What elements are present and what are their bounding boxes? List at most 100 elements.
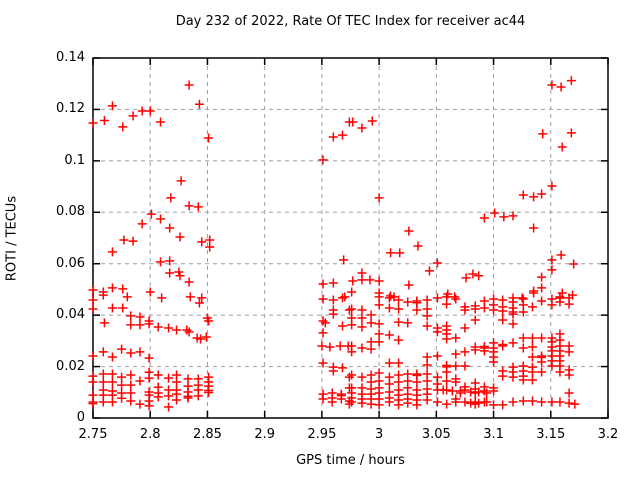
data-point bbox=[165, 223, 175, 233]
data-point bbox=[432, 258, 442, 268]
data-point bbox=[432, 397, 442, 407]
data-point bbox=[135, 399, 145, 409]
data-point bbox=[460, 361, 470, 371]
data-point bbox=[107, 247, 117, 257]
x-tick-label: 2.9 bbox=[254, 427, 275, 442]
data-point bbox=[144, 373, 154, 383]
data-point bbox=[537, 283, 547, 293]
data-point bbox=[176, 176, 186, 186]
data-point bbox=[135, 376, 145, 386]
data-point bbox=[404, 226, 414, 236]
data-point bbox=[489, 305, 499, 315]
data-point bbox=[537, 397, 547, 407]
data-point bbox=[374, 193, 384, 203]
y-tick-label: 0.08 bbox=[56, 204, 85, 220]
plot-border bbox=[92, 57, 609, 419]
data-point bbox=[384, 303, 394, 313]
data-point bbox=[424, 266, 434, 276]
data-point bbox=[348, 117, 358, 127]
data-point bbox=[547, 265, 557, 275]
data-point bbox=[327, 397, 337, 407]
data-point bbox=[117, 344, 127, 354]
data-point bbox=[451, 333, 461, 343]
data-point bbox=[518, 333, 528, 343]
data-point bbox=[555, 367, 565, 377]
data-point bbox=[318, 394, 328, 404]
data-point bbox=[394, 317, 404, 327]
x-tick-label: 3 bbox=[374, 427, 384, 442]
data-point bbox=[479, 397, 489, 407]
data-point bbox=[547, 80, 557, 90]
data-point bbox=[344, 305, 354, 315]
data-point bbox=[357, 398, 367, 408]
x-tick-label: 2.8 bbox=[139, 427, 161, 442]
data-point bbox=[157, 293, 167, 303]
data-point bbox=[117, 372, 127, 382]
data-point bbox=[564, 398, 574, 408]
data-point bbox=[374, 337, 384, 347]
data-point bbox=[412, 400, 422, 410]
data-point bbox=[166, 193, 176, 203]
data-point bbox=[451, 361, 461, 371]
data-point bbox=[527, 367, 537, 377]
data-point bbox=[395, 248, 405, 258]
data-point bbox=[489, 386, 499, 396]
data-point bbox=[474, 387, 484, 397]
data-point bbox=[498, 306, 508, 316]
data-point bbox=[317, 341, 327, 351]
data-point bbox=[144, 401, 154, 411]
data-point bbox=[126, 348, 136, 358]
data-point bbox=[118, 284, 128, 294]
data-point bbox=[422, 311, 432, 321]
data-point bbox=[412, 305, 422, 315]
data-point bbox=[460, 397, 470, 407]
data-point bbox=[547, 181, 557, 191]
data-point bbox=[374, 300, 384, 310]
x-tick-label: 3.2 bbox=[597, 427, 619, 442]
data-point bbox=[347, 304, 357, 314]
data-point bbox=[394, 304, 404, 314]
data-point bbox=[570, 399, 580, 409]
data-point bbox=[184, 80, 194, 90]
data-point bbox=[518, 343, 528, 353]
data-point bbox=[470, 304, 480, 314]
data-point bbox=[357, 305, 367, 315]
data-point bbox=[557, 142, 567, 152]
data-point bbox=[527, 375, 537, 385]
data-point bbox=[422, 376, 432, 386]
data-point bbox=[474, 271, 484, 281]
data-point bbox=[386, 248, 396, 258]
data-point bbox=[527, 352, 537, 362]
data-point bbox=[498, 400, 508, 410]
data-point bbox=[461, 273, 471, 283]
data-point bbox=[374, 292, 384, 302]
data-point bbox=[422, 295, 432, 305]
data-point bbox=[547, 300, 557, 310]
data-point bbox=[107, 303, 117, 313]
data-point bbox=[529, 223, 539, 233]
data-point bbox=[107, 101, 117, 111]
data-point bbox=[518, 396, 528, 406]
data-point bbox=[325, 342, 335, 352]
data-point bbox=[564, 370, 574, 380]
data-point bbox=[537, 296, 547, 306]
data-point bbox=[156, 257, 166, 267]
data-point bbox=[479, 386, 489, 396]
data-point bbox=[126, 396, 136, 406]
x-axis-label: GPS time / hours bbox=[296, 453, 405, 468]
data-point bbox=[205, 242, 215, 252]
data-point bbox=[88, 351, 98, 361]
data-point bbox=[556, 82, 566, 92]
data-point bbox=[172, 325, 182, 335]
data-point bbox=[384, 330, 394, 340]
data-point bbox=[122, 292, 132, 302]
data-point bbox=[394, 358, 404, 368]
data-point bbox=[498, 315, 508, 325]
data-point bbox=[555, 297, 565, 307]
data-point bbox=[328, 295, 338, 305]
y-tick-label: 0 bbox=[76, 410, 85, 425]
data-point bbox=[498, 371, 508, 381]
data-point bbox=[474, 398, 484, 408]
data-point bbox=[165, 256, 175, 266]
